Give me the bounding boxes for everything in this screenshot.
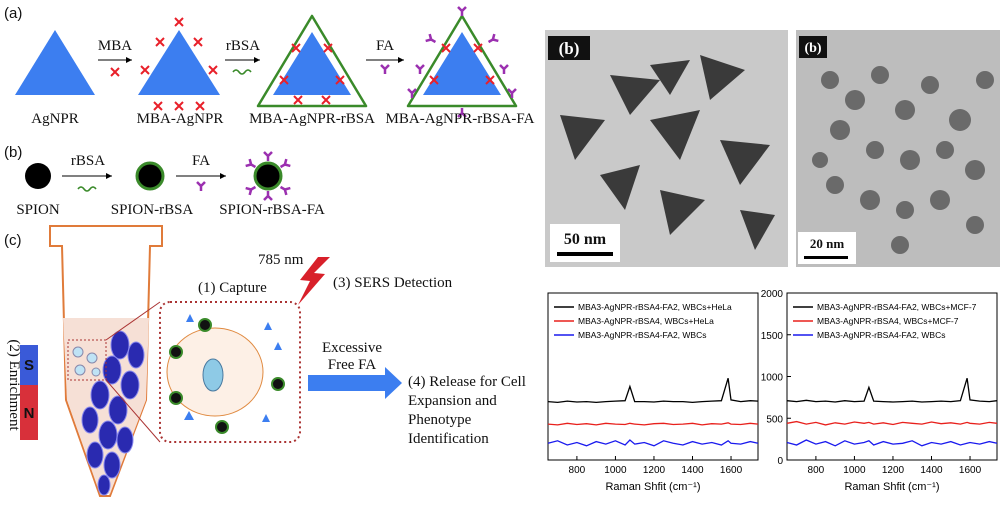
scale-bar	[557, 252, 613, 256]
legend-label: MBA3-AgNPR-rBSA4-FA2, WBCs+HeLa	[578, 302, 732, 312]
mba-icon	[110, 67, 120, 77]
legend-label: MBA3-AgNPR-rBSA4, WBCs+HeLa	[578, 316, 714, 326]
charts: 800 1000 1200 1400 1600 Raman Shfit (cm⁻¹) MBA…	[547, 289, 998, 493]
laser-label: 785 nm	[258, 252, 304, 268]
x-tick-label: 800	[569, 465, 586, 476]
step-label: (1) Capture	[198, 280, 267, 296]
product-label: MBA-AgNPR	[137, 111, 224, 127]
y-tick-label: 500	[766, 414, 783, 425]
x-tick-label: 1000	[843, 465, 866, 476]
y-tick-label: 1000	[761, 373, 784, 384]
legend-label: MBA3-AgNPR-rBSA4-FA2, WBCs	[578, 330, 706, 340]
rbsa-shell	[406, 14, 518, 108]
zoom-line	[105, 301, 161, 341]
step-label: MBA	[98, 38, 132, 54]
rbsa-icon	[77, 186, 97, 192]
x-tick-label: 1400	[681, 465, 704, 476]
magnet-n	[20, 385, 38, 440]
nanoparticles	[812, 66, 994, 254]
nanoprism	[423, 32, 501, 95]
plot-frame	[547, 292, 759, 461]
step-label: (2) Enrichment	[6, 339, 22, 431]
magnet-label: N	[24, 405, 35, 422]
arrow	[308, 367, 402, 399]
x-tick-label: 1000	[604, 465, 627, 476]
x-axis-label: Raman Shfit (cm⁻¹)	[605, 481, 700, 493]
release-label: Expansion and	[408, 393, 497, 409]
y-tick-label: 2000	[761, 289, 784, 300]
panel-label: (a)	[4, 5, 22, 22]
legend-label: MBA3-AgNPR-rBSA4, WBCs+MCF-7	[817, 316, 959, 326]
x-tick-label: 1600	[720, 465, 743, 476]
fa-icon	[379, 63, 391, 76]
step-label: rBSA	[226, 38, 260, 54]
nanoprism	[15, 30, 95, 95]
zoom-box	[67, 339, 107, 381]
release-label: Phenotype	[408, 412, 472, 428]
step-label: (3) SERS Detection	[333, 275, 453, 291]
spion	[253, 161, 283, 191]
tem-image	[796, 30, 1000, 267]
magnet-s	[20, 345, 38, 385]
spectrum	[786, 378, 998, 403]
nanoprisms	[560, 55, 775, 250]
nucleus	[202, 358, 224, 392]
scale-label: 50 nm	[564, 231, 607, 248]
step-label: rBSA	[71, 153, 105, 169]
spectrum	[547, 378, 759, 404]
wash-label: Excessive	[322, 340, 382, 356]
image-label: (b)	[804, 41, 821, 56]
product-label: SPION	[16, 202, 60, 218]
release-label: Identification	[408, 431, 489, 447]
panel-label: (b)	[4, 144, 22, 161]
product-label: AgNPR	[31, 111, 79, 127]
spectrum	[547, 422, 759, 426]
panel-label: (c)	[4, 232, 22, 249]
y-tick-label: 0	[777, 456, 783, 467]
x-tick-label: 1600	[959, 465, 982, 476]
fa-icon	[195, 180, 207, 193]
x-tick-label: 1400	[920, 465, 943, 476]
spectrum	[786, 439, 998, 447]
zoom-line	[105, 379, 161, 443]
step-label: FA	[376, 38, 394, 54]
rbsa-shell	[256, 14, 368, 108]
scale-label: 20 nm	[810, 236, 844, 251]
spion	[135, 161, 165, 191]
product-label: SPION-rBSA	[111, 202, 194, 218]
legend-label: MBA3-AgNPR-rBSA4-FA2, WBCs+MCF-7	[817, 302, 977, 312]
product-label: MBA-AgNPR-rBSA	[249, 111, 375, 127]
x-tick-label: 1200	[643, 465, 666, 476]
scale-bar	[804, 256, 848, 259]
nanoprism	[138, 30, 220, 95]
wash-label: Free FA	[328, 357, 377, 373]
x-axis-label: Raman Shfit (cm⁻¹)	[844, 481, 939, 493]
release-label: (4) Release for Cell	[408, 374, 526, 390]
spectrum	[786, 420, 998, 426]
label-box	[799, 36, 827, 58]
captured-cells	[72, 346, 101, 377]
image-label: (b)	[559, 39, 580, 58]
probes	[169, 314, 285, 434]
step-label: FA	[192, 153, 210, 169]
rbsa-icon	[232, 69, 252, 75]
nanoprism	[273, 32, 351, 95]
x-tick-label: 1200	[882, 465, 905, 476]
legend-label: MBA3-AgNPR-rBSA4-FA2, WBCs	[817, 330, 945, 340]
spion	[25, 163, 51, 189]
x-tick-label: 800	[808, 465, 825, 476]
magnet-label: S	[24, 357, 34, 374]
label-box	[548, 36, 590, 60]
product-label: MBA-AgNPR-rBSA-FA	[386, 111, 535, 127]
laser	[298, 257, 330, 305]
y-tick-label: 1500	[761, 331, 784, 342]
spectrum	[547, 439, 759, 447]
product-label: SPION-rBSA-FA	[219, 202, 325, 218]
cells	[81, 330, 145, 496]
